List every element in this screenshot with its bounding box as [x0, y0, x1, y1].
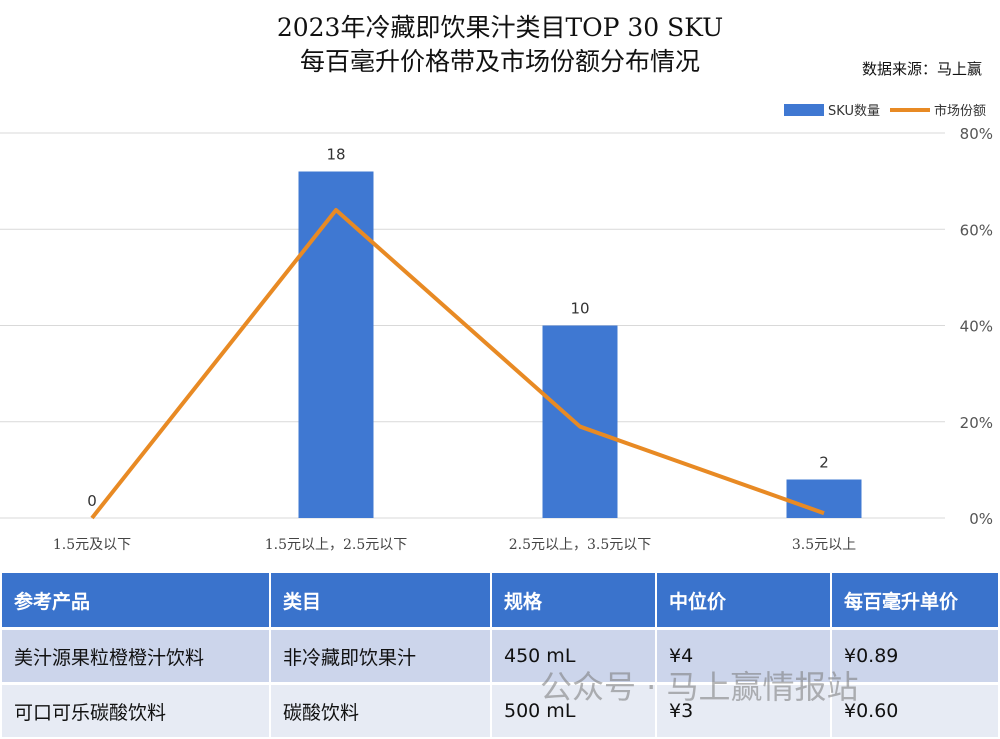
- cell: 碳酸饮料: [271, 685, 490, 737]
- bar: [542, 325, 618, 518]
- category-label: 2.5元以上，3.5元以下: [509, 537, 652, 553]
- cell: 500 mL: [492, 685, 655, 737]
- col-header: 类目: [271, 573, 490, 627]
- right-tick-label: 40%: [960, 318, 993, 336]
- cell: 450 mL: [492, 630, 655, 682]
- right-tick-label: 80%: [960, 125, 993, 143]
- cell: 美汁源果粒橙橙汁饮料: [2, 630, 269, 682]
- cell: ¥0.60: [832, 685, 998, 737]
- category-label: 1.5元以上，2.5元以下: [265, 537, 408, 553]
- legend-line-label: 市场份额: [933, 104, 986, 119]
- bar-data-label: 10: [570, 300, 589, 318]
- col-header: 中位价: [657, 573, 830, 627]
- watermark: 公众号 · 马上赢情报站: [540, 668, 859, 706]
- bar-data-label: 2: [819, 454, 829, 472]
- table-row: 可口可乐碳酸饮料 碳酸饮料 500 mL ¥3 ¥0.60: [2, 685, 998, 737]
- cell: 可口可乐碳酸饮料: [2, 685, 269, 737]
- col-header: 规格: [492, 573, 655, 627]
- chart-title: 2023年冷藏即饮果汁类目TOP 30 SKU: [276, 13, 724, 42]
- legend-bar-swatch: [784, 103, 825, 116]
- right-tick-label: 0%: [969, 510, 993, 528]
- cell: ¥0.89: [832, 630, 998, 682]
- bar-data-label: 0: [87, 492, 97, 510]
- cell: 非冷藏即饮果汁: [271, 630, 490, 682]
- right-tick-label: 60%: [960, 221, 993, 239]
- legend: SKU数量 市场份额: [784, 100, 986, 119]
- plot-area: 0% 20% 40% 60% 80% 0 18 10 2 1.5元及以下 1.5元以上，2.5元以下…: [0, 125, 993, 553]
- col-header: 参考产品: [2, 573, 269, 627]
- data-source: 数据来源：马上赢: [861, 60, 982, 78]
- bar: [298, 171, 374, 518]
- reference-table: 参考产品 类目 规格 中位价 每百毫升单价 美汁源果粒橙橙汁饮料 非冷藏即饮果汁…: [0, 570, 1000, 739]
- chart-subtitle: 每百毫升价格带及市场份额分布情况: [299, 47, 700, 76]
- cell: ¥4: [657, 630, 830, 682]
- cell: ¥3: [657, 685, 830, 737]
- table-row: 美汁源果粒橙橙汁饮料 非冷藏即饮果汁 450 mL ¥4 ¥0.89: [2, 630, 998, 682]
- col-header: 每百毫升单价: [832, 573, 998, 627]
- right-tick-label: 20%: [960, 414, 993, 432]
- legend-bar-label: SKU数量: [828, 104, 880, 119]
- bar-data-label: 18: [326, 146, 345, 164]
- category-label: 3.5元以上: [792, 537, 856, 553]
- market-share-line: [90, 208, 825, 520]
- category-label: 1.5元及以下: [53, 537, 131, 553]
- legend-line-swatch: [889, 107, 930, 112]
